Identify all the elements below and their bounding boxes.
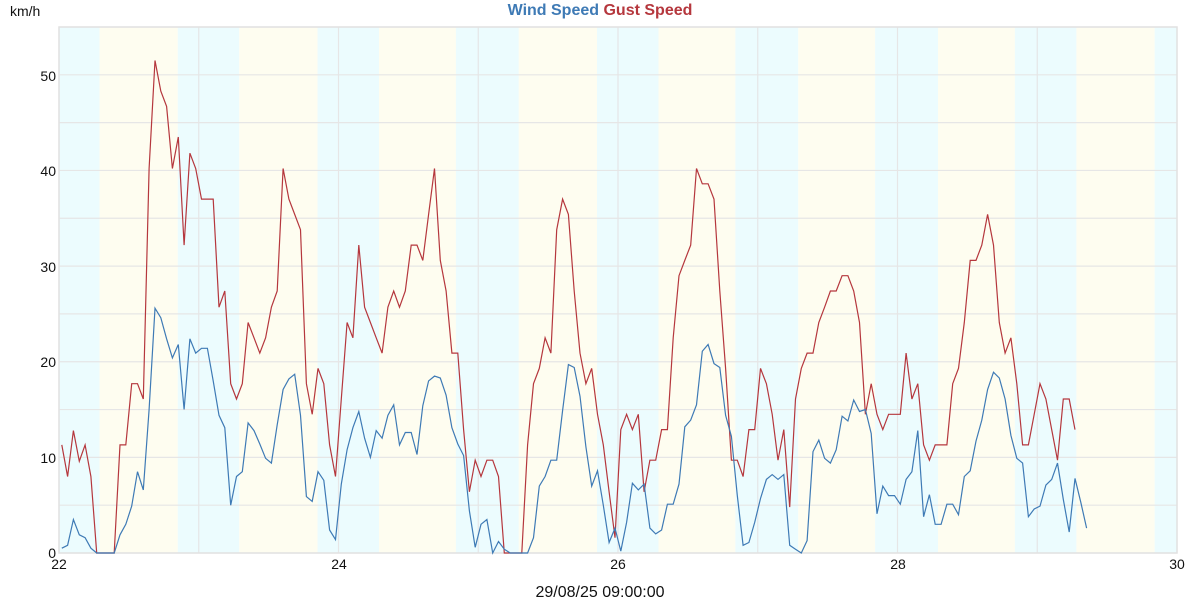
day-night-bands bbox=[59, 27, 1177, 553]
x-tick: 24 bbox=[331, 556, 347, 572]
gust-speed-line bbox=[61, 60, 1076, 554]
y-tick: 20 bbox=[40, 354, 56, 370]
y-tick: 50 bbox=[40, 68, 56, 84]
legend-gust-speed[interactable]: Gust Speed bbox=[603, 2, 693, 19]
wind-speed-line bbox=[61, 306, 1088, 555]
y-axis-unit: km/h bbox=[10, 3, 41, 19]
night-band bbox=[597, 27, 659, 553]
night-band bbox=[875, 27, 939, 553]
night-band bbox=[1154, 27, 1177, 553]
night-band bbox=[1014, 27, 1077, 553]
night-band bbox=[735, 27, 799, 553]
day-band bbox=[518, 27, 598, 553]
y-tick: 30 bbox=[40, 259, 56, 275]
y-tick: 10 bbox=[40, 450, 56, 466]
x-tick: 30 bbox=[1169, 556, 1185, 572]
day-band bbox=[99, 27, 178, 553]
legend-wind-speed[interactable]: Wind Speed bbox=[507, 2, 600, 19]
x-tick: 26 bbox=[610, 556, 626, 572]
night-band bbox=[59, 27, 100, 553]
day-band bbox=[658, 27, 736, 553]
x-tick: 22 bbox=[51, 556, 67, 572]
night-band bbox=[177, 27, 240, 553]
day-band bbox=[379, 27, 456, 553]
day-band bbox=[938, 27, 1015, 553]
plot-border bbox=[58, 26, 1178, 554]
chart-legend: Wind Speed Gust Speed bbox=[0, 2, 1200, 20]
y-tick: 0 bbox=[48, 545, 56, 561]
day-band bbox=[1076, 27, 1155, 553]
night-band bbox=[317, 27, 380, 553]
day-band bbox=[239, 27, 318, 553]
x-tick: 28 bbox=[890, 556, 906, 572]
x-axis-title: 29/08/25 09:00:00 bbox=[535, 584, 665, 601]
y-tick: 40 bbox=[40, 163, 56, 179]
